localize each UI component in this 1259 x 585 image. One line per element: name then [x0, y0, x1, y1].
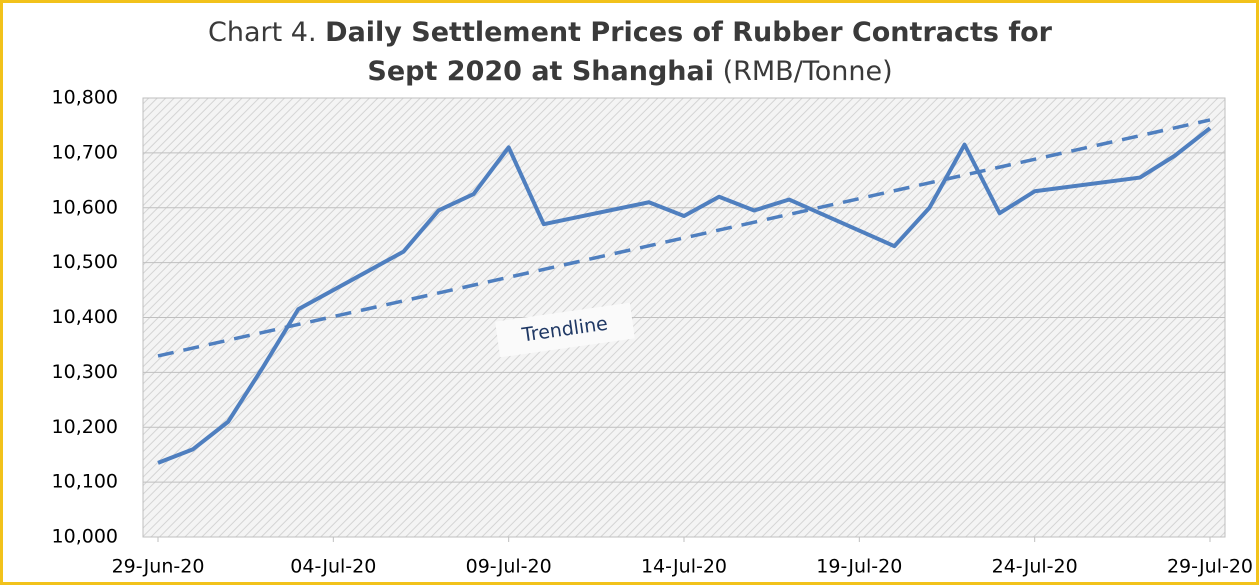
y-tick-label: 10,400	[52, 306, 118, 328]
title-unit: (RMB/Tonne)	[723, 56, 893, 87]
title-main: Daily Settlement Prices of Rubber Contra…	[325, 17, 1052, 48]
y-tick-label: 10,000	[52, 526, 118, 548]
x-tick-label: 29-Jun-20	[112, 556, 205, 578]
chart-title: Chart 4. Daily Settlement Prices of Rubb…	[208, 17, 1053, 48]
x-tick-label: 14-Jul-20	[641, 556, 727, 578]
chart-title-line2: Sept 2020 at Shanghai (RMB/Tonne)	[367, 56, 892, 87]
x-tick-label: 24-Jul-20	[992, 556, 1078, 578]
x-tick-label: 04-Jul-20	[290, 556, 376, 578]
title-prefix: Chart 4.	[208, 17, 317, 48]
y-tick-label: 10,500	[52, 251, 118, 273]
title-main-2: Sept 2020 at Shanghai	[367, 56, 714, 87]
trendline-label: Trendline	[495, 302, 635, 358]
x-tick-label: 19-Jul-20	[816, 556, 902, 578]
x-tick-label: 29-Jul-20	[1167, 556, 1253, 578]
y-tick-label: 10,600	[52, 196, 118, 218]
y-tick-label: 10,700	[52, 141, 118, 163]
y-tick-label: 10,300	[52, 361, 118, 383]
trendline	[157, 118, 1211, 358]
y-tick-label: 10,200	[52, 416, 118, 438]
y-tick-label: 10,100	[52, 471, 118, 493]
y-tick-label: 10,800	[52, 87, 118, 109]
trendline-label-box	[495, 302, 635, 358]
x-tick-label: 09-Jul-20	[466, 556, 552, 578]
